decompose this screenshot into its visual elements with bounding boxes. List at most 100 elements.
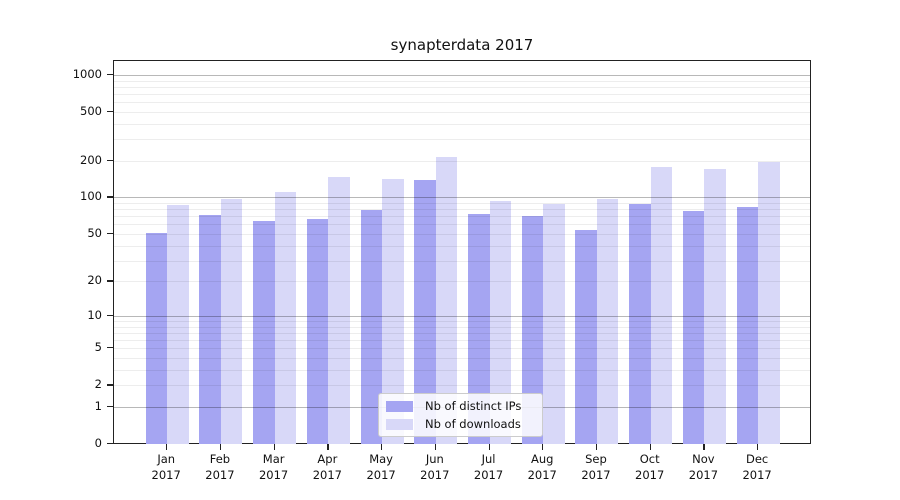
x-tick-month: Jun	[425, 452, 444, 466]
x-tick-month: Oct	[639, 452, 660, 466]
x-tick-year: 2017	[527, 468, 557, 482]
y-tick-mark-500	[107, 110, 113, 113]
x-tick-label-oct: Oct 2017	[623, 451, 677, 483]
gridline-major-1000	[114, 74, 810, 76]
y-tick-label-2: 2	[94, 377, 102, 392]
x-tick-year: 2017	[635, 468, 665, 482]
x-tick-month: Aug	[531, 452, 554, 466]
y-tick-mark-10	[107, 314, 113, 317]
gridline-minor-900	[114, 80, 810, 82]
legend-label-downloads: Nb of downloads	[425, 417, 521, 431]
bar-distinct-ips-jan	[145, 232, 168, 444]
x-tick-label-dec: Dec 2017	[730, 451, 784, 483]
gridline-minor-40	[114, 245, 810, 247]
gridline-minor-7	[114, 332, 810, 334]
gridline-minor-80	[114, 209, 810, 211]
bar-distinct-ips-sep	[575, 229, 597, 444]
gridline-minor-800	[114, 86, 810, 88]
y-tick-mark-20	[107, 280, 113, 282]
legend-label-distinct-ips: Nb of distinct IPs	[425, 399, 522, 413]
x-tick-month: Dec	[745, 452, 769, 466]
gridline-minor-3	[114, 369, 810, 371]
x-tick-label-sep: Sep 2017	[569, 451, 623, 483]
x-tick-month: Jul	[481, 452, 496, 466]
y-tick-label-20: 20	[87, 273, 102, 288]
x-tick-mark-jun	[434, 444, 436, 450]
x-tick-label-aug: Aug 2017	[515, 451, 569, 483]
x-tick-mark-dec	[757, 444, 759, 450]
gridline-minor-8	[114, 326, 810, 328]
y-tick-label-0: 0	[94, 436, 102, 450]
bar-downloads-jun	[435, 156, 458, 444]
bar-downloads-may	[382, 178, 404, 444]
y-tick-mark-0	[107, 443, 113, 445]
bar-distinct-ips-nov	[682, 211, 705, 444]
bar-distinct-ips-jul	[468, 214, 490, 444]
y-tick-mark-200	[107, 159, 113, 161]
bar-downloads-aug	[543, 204, 565, 444]
bar-downloads-mar	[274, 191, 297, 444]
y-tick-mark-100	[107, 196, 113, 198]
x-tick-year: 2017	[688, 468, 719, 482]
x-tick-label-jun: Jun 2017	[408, 451, 462, 483]
x-tick-year: 2017	[205, 468, 235, 482]
gridline-minor-70	[114, 216, 810, 218]
x-tick-mark-aug	[542, 444, 544, 450]
y-tick-mark-1	[107, 405, 113, 408]
bar-distinct-ips-feb	[199, 214, 221, 444]
y-tick-mark-2	[107, 384, 113, 386]
chart-title: synapterdata 2017	[390, 36, 534, 54]
x-tick-mark-apr	[327, 444, 329, 450]
y-tick-mark-50	[107, 232, 113, 235]
legend-row-distinct-ips: Nb of distinct IPs	[386, 399, 534, 413]
x-tick-year: 2017	[151, 468, 181, 482]
bar-downloads-dec	[758, 162, 780, 444]
gridline-minor-50	[114, 233, 810, 235]
x-tick-year: 2017	[473, 468, 504, 482]
bar-downloads-jul	[489, 200, 512, 444]
bar-downloads-nov	[704, 169, 726, 444]
x-tick-year: 2017	[420, 468, 450, 482]
x-tick-month: Sep	[585, 452, 607, 466]
y-tick-label-200: 200	[80, 152, 102, 167]
gridline-minor-30	[114, 260, 810, 262]
x-tick-month: Feb	[209, 452, 231, 466]
gridline-minor-500	[114, 111, 810, 113]
bar-distinct-ips-mar	[253, 221, 275, 444]
gridline-minor-60	[114, 224, 810, 226]
gridline-minor-700	[114, 93, 810, 95]
legend-swatch-distinct-ips	[386, 400, 413, 412]
gridline-major-10	[114, 315, 810, 317]
y-tick-label-50: 50	[87, 225, 102, 240]
gridline-minor-400	[114, 123, 810, 125]
gridline-minor-6	[114, 340, 810, 342]
bar-downloads-jan	[167, 204, 189, 444]
x-tick-year: 2017	[366, 468, 396, 482]
y-tick-label-5: 5	[94, 340, 102, 355]
bar-downloads-sep	[596, 199, 619, 444]
x-tick-year: 2017	[742, 468, 772, 482]
x-tick-year: 2017	[581, 468, 611, 482]
bar-distinct-ips-may	[360, 209, 383, 444]
x-tick-mark-may	[381, 444, 383, 450]
x-tick-label-jan: Jan 2017	[139, 451, 193, 483]
y-tick-label-100: 100	[80, 189, 102, 204]
plot-area	[113, 60, 811, 444]
x-tick-mark-jan	[166, 444, 168, 450]
x-tick-label-nov: Nov 2017	[676, 451, 730, 483]
bar-downloads-feb	[220, 198, 243, 444]
gridline-minor-90	[114, 203, 810, 205]
gridline-minor-9	[114, 321, 810, 322]
x-tick-month: Jan	[157, 452, 176, 466]
x-tick-year: 2017	[312, 468, 342, 482]
x-tick-year: 2017	[258, 468, 289, 482]
x-tick-mark-feb	[219, 444, 222, 450]
gridline-minor-200	[114, 160, 810, 162]
x-tick-mark-jul	[488, 444, 490, 450]
x-tick-label-may: May 2017	[354, 451, 408, 483]
bar-distinct-ips-jun	[414, 180, 436, 444]
gridline-major-100	[114, 197, 810, 199]
y-tick-label-10: 10	[87, 307, 102, 322]
gridline-minor-20	[114, 281, 810, 283]
y-tick-label-1: 1	[94, 398, 102, 413]
